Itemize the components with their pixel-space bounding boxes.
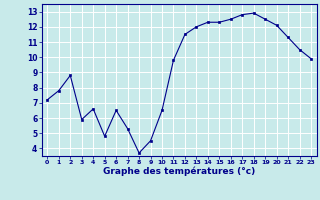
X-axis label: Graphe des températures (°c): Graphe des températures (°c) [103, 167, 255, 176]
